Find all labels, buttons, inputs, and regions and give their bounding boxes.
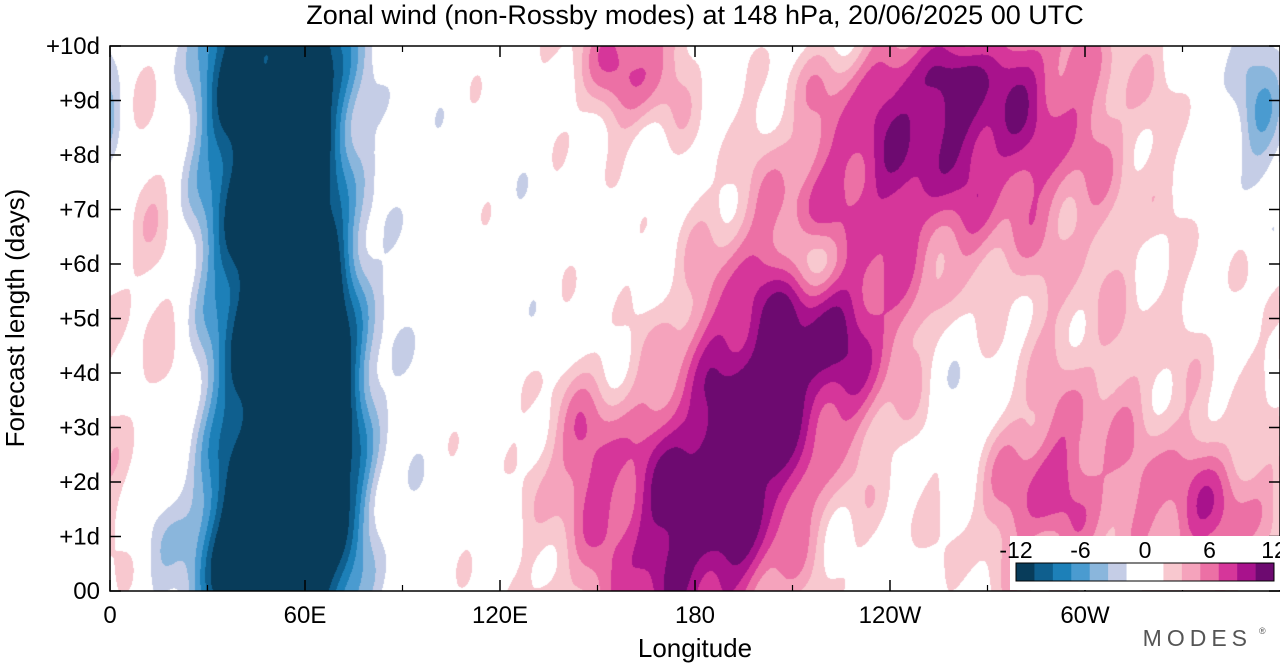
chart-title: Zonal wind (non-Rossby modes) at 148 hPa…	[306, 0, 1083, 30]
y-tick-label-1: +1d	[59, 524, 100, 551]
y-axis-label: Forecast length (days)	[0, 189, 30, 448]
y-tick-label-3: +3d	[59, 415, 100, 442]
modes-watermark: MODES	[1143, 625, 1252, 651]
colorbar-swatch-7	[1145, 563, 1164, 581]
colorbar-swatch-10	[1200, 563, 1220, 581]
y-tick-label-4: +4d	[59, 360, 100, 387]
colorbar-swatch-12	[1237, 563, 1256, 581]
colorbar-label-0: -12	[999, 537, 1032, 563]
plot-area	[110, 46, 1280, 591]
x-tick-label-2: 120E	[472, 602, 528, 629]
colorbar-label-1: -6	[1070, 537, 1090, 563]
y-tick-label-6: +6d	[59, 251, 100, 278]
x-tick-label-4: 120W	[859, 602, 922, 629]
y-tick-label-2: +2d	[59, 469, 100, 496]
x-tick-label-0: 0	[103, 602, 116, 629]
wind-field-contours	[110, 46, 1280, 591]
colorbar-swatch-6	[1126, 563, 1146, 581]
colorbar-swatch-9	[1181, 563, 1201, 581]
y-tick-label-0: 00	[73, 578, 100, 605]
y-tick-label-5: +5d	[59, 306, 100, 333]
colorbar-swatch-1	[1034, 563, 1054, 581]
colorbar-swatch-2	[1052, 563, 1072, 581]
y-tick-label-9: +9d	[59, 88, 100, 115]
colorbar-label-2: 0	[1139, 537, 1152, 563]
colorbar-swatch-11	[1218, 563, 1238, 581]
registered-mark: ®	[1259, 626, 1266, 636]
colorbar: -12 -6 0 6 12	[999, 536, 1280, 590]
x-axis: 0 60E 120E 180 120W 60W	[103, 46, 1184, 629]
colorbar-label-4: 12	[1261, 537, 1280, 563]
y-tick-label-10: +10d	[46, 33, 100, 60]
colorbar-swatch-4	[1089, 563, 1109, 581]
colorbar-swatch-13	[1255, 563, 1275, 581]
x-tick-label-3: 180	[675, 602, 715, 629]
colorbar-swatch-0	[1016, 563, 1035, 581]
y-tick-label-7: +7d	[59, 197, 100, 224]
x-tick-label-1: 60E	[284, 602, 327, 629]
y-tick-label-8: +8d	[59, 142, 100, 169]
colorbar-swatch-5	[1108, 563, 1127, 581]
colorbar-label-3: 6	[1203, 537, 1216, 563]
y-axis: 00 +1d +2d +3d +4d +5d +6d +7d +8d +9d +10d	[46, 33, 1280, 605]
colorbar-frame	[1015, 562, 1275, 582]
x-axis-label: Longitude	[638, 633, 752, 663]
colorbar-swatch-8	[1163, 563, 1183, 581]
colorbar-swatch-3	[1071, 563, 1091, 581]
x-tick-label-5: 60W	[1060, 602, 1110, 629]
